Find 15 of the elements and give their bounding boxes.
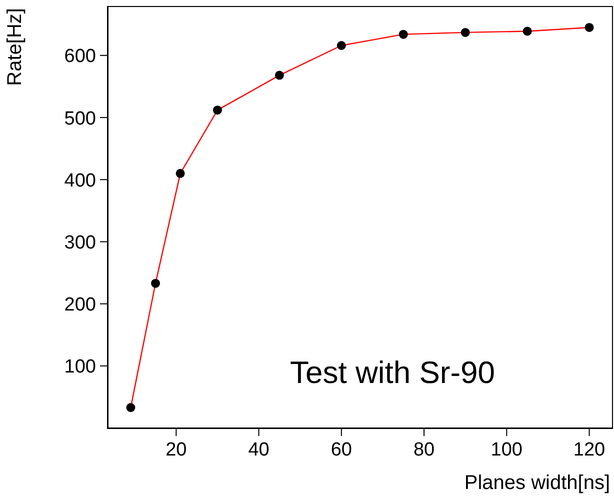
x-tick-label: 120 xyxy=(573,439,606,460)
x-tick-label: 60 xyxy=(330,439,352,460)
x-tick-label: 20 xyxy=(166,439,187,460)
annotation: Test with Sr-90 xyxy=(290,355,496,391)
y-tick-label: 600 xyxy=(64,46,96,68)
y-tick-label: 200 xyxy=(64,294,96,316)
x-tick-label: 80 xyxy=(413,439,435,460)
y-tick-label: 100 xyxy=(64,356,96,378)
x-axis-title: Planes width[ns] xyxy=(464,472,610,495)
x-tick-label: 40 xyxy=(248,439,270,460)
y-tick-label: 400 xyxy=(64,170,96,192)
y-tick-label: 500 xyxy=(64,108,96,130)
x-tick-label: 100 xyxy=(490,439,523,460)
y-axis-title: Rate[Hz] xyxy=(4,8,27,86)
y-tick-label: 300 xyxy=(64,232,96,254)
